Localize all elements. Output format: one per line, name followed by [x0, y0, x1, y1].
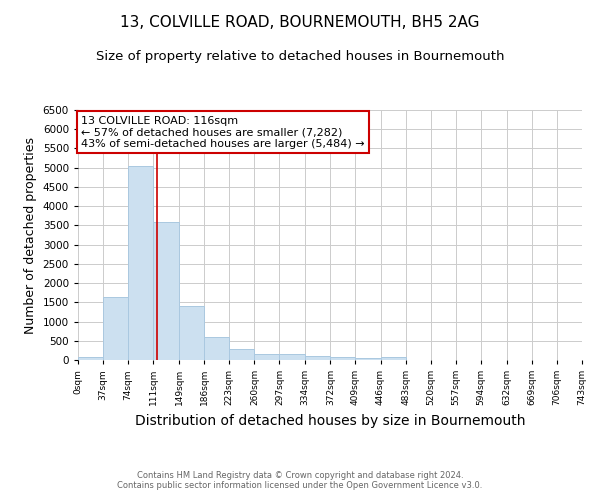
Bar — [153, 222, 179, 360]
Text: Size of property relative to detached houses in Bournemouth: Size of property relative to detached ho… — [96, 50, 504, 63]
Bar — [229, 348, 254, 360]
Bar — [331, 358, 355, 360]
Text: Contains HM Land Registry data © Crown copyright and database right 2024.
Contai: Contains HM Land Registry data © Crown c… — [118, 470, 482, 490]
Text: 13, COLVILLE ROAD, BOURNEMOUTH, BH5 2AG: 13, COLVILLE ROAD, BOURNEMOUTH, BH5 2AG — [120, 15, 480, 30]
Bar — [254, 354, 280, 360]
Y-axis label: Number of detached properties: Number of detached properties — [24, 136, 37, 334]
Bar — [78, 357, 103, 360]
Bar — [204, 336, 229, 360]
X-axis label: Distribution of detached houses by size in Bournemouth: Distribution of detached houses by size … — [135, 414, 525, 428]
Text: 13 COLVILLE ROAD: 116sqm
← 57% of detached houses are smaller (7,282)
43% of sem: 13 COLVILLE ROAD: 116sqm ← 57% of detach… — [82, 116, 365, 149]
Bar — [380, 358, 406, 360]
Bar — [128, 166, 153, 360]
Bar — [355, 358, 380, 360]
Bar — [280, 354, 305, 360]
Bar — [179, 306, 204, 360]
Bar — [305, 356, 331, 360]
Bar — [103, 297, 128, 360]
